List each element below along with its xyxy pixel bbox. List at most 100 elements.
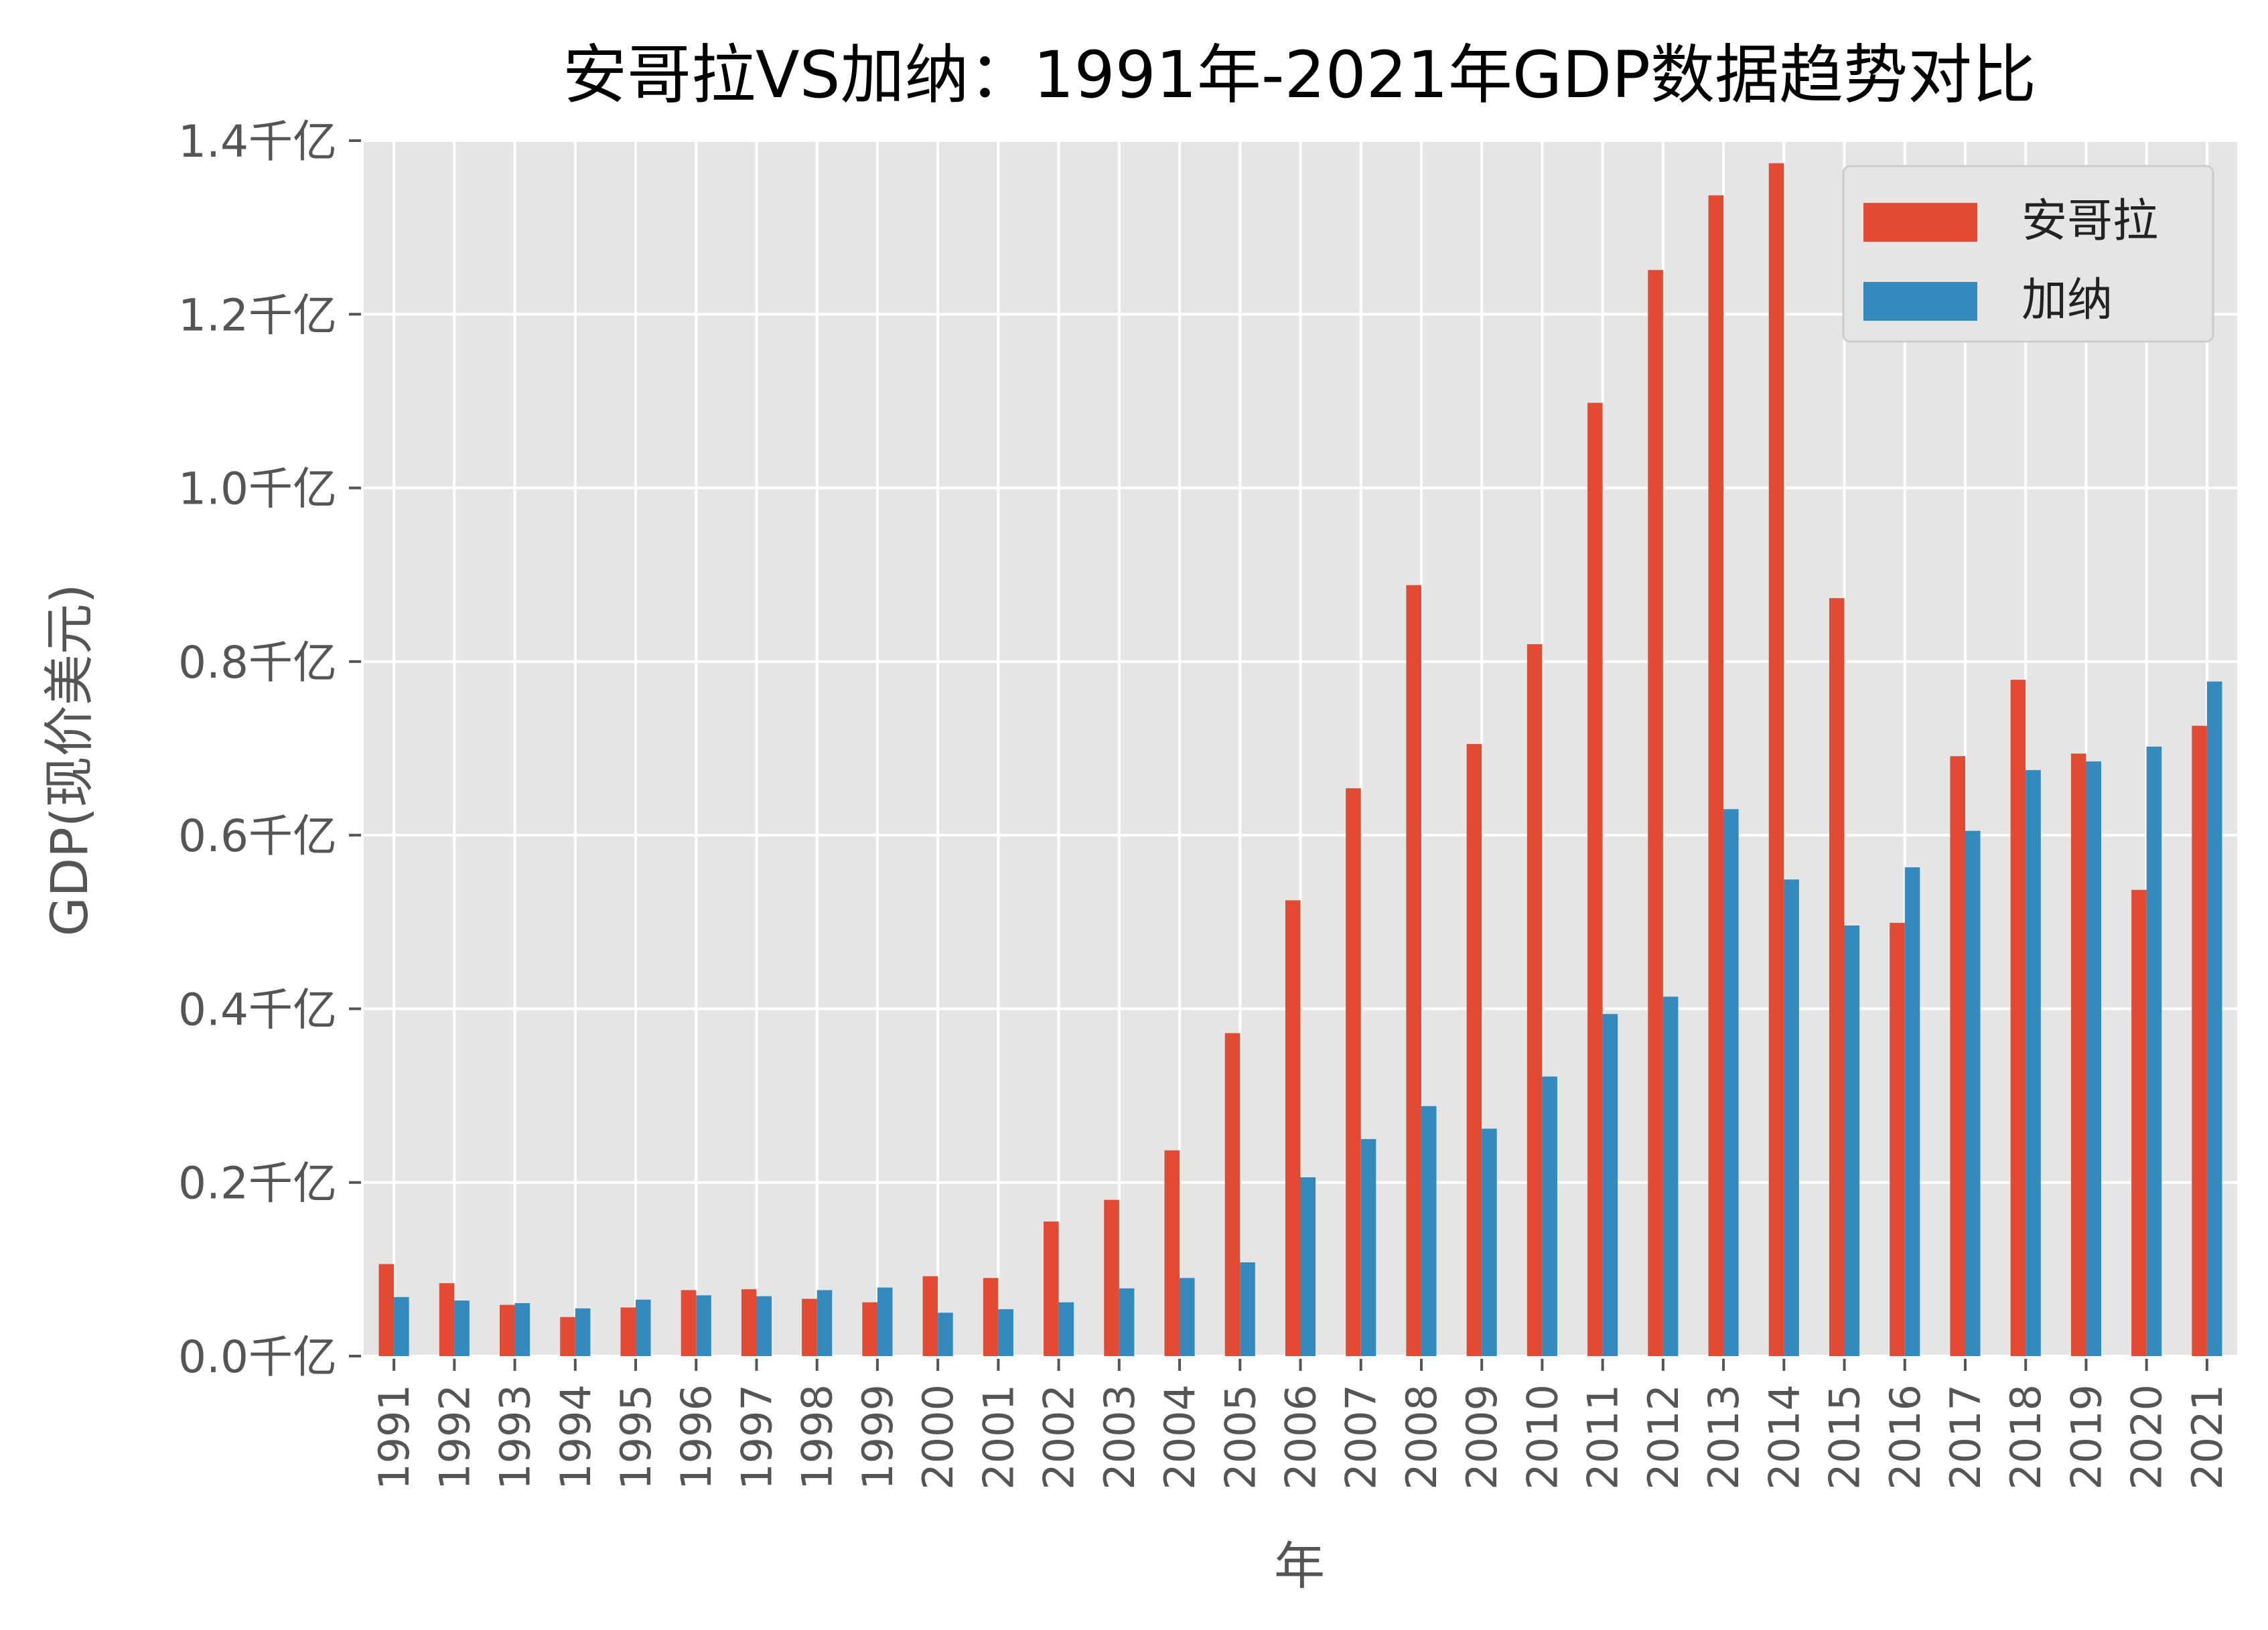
x-tick-label: 1996 bbox=[672, 1384, 721, 1490]
bar bbox=[756, 1296, 772, 1356]
x-tick-label: 2015 bbox=[1821, 1384, 1869, 1490]
x-tick-label: 1991 bbox=[370, 1384, 419, 1490]
bar bbox=[998, 1309, 1013, 1356]
y-tick-label: 0.6千亿 bbox=[178, 810, 337, 862]
bar bbox=[1950, 756, 1965, 1356]
bar bbox=[1662, 996, 1679, 1356]
x-tick-label: 2018 bbox=[2001, 1384, 2050, 1490]
bar bbox=[1542, 1076, 1557, 1356]
y-tick-label: 0.4千亿 bbox=[178, 984, 337, 1035]
x-tick-label: 2014 bbox=[1760, 1384, 1809, 1490]
bar bbox=[696, 1295, 711, 1356]
bar bbox=[1285, 900, 1301, 1356]
bar bbox=[1406, 585, 1421, 1356]
x-tick-label: 2011 bbox=[1579, 1384, 1628, 1490]
bar bbox=[1723, 809, 1739, 1356]
bar bbox=[1421, 1106, 1437, 1356]
y-tick-label: 0.0千亿 bbox=[178, 1331, 337, 1383]
x-tick-label: 1995 bbox=[612, 1384, 660, 1490]
bar bbox=[2206, 681, 2222, 1356]
bar bbox=[2070, 753, 2086, 1356]
bar bbox=[575, 1308, 591, 1356]
x-tick-label: 2010 bbox=[1518, 1384, 1567, 1490]
x-tick-label: 2001 bbox=[974, 1384, 1023, 1490]
x-tick-label: 1999 bbox=[853, 1384, 902, 1490]
bar bbox=[817, 1290, 833, 1356]
bar bbox=[1224, 1033, 1241, 1356]
bar bbox=[681, 1290, 697, 1356]
x-tick-label: 2016 bbox=[1881, 1384, 1930, 1490]
x-tick-label: 2021 bbox=[2183, 1384, 2232, 1490]
legend-swatch bbox=[1863, 203, 1977, 242]
x-tick-label: 2003 bbox=[1095, 1384, 1144, 1490]
legend-label: 安哥拉 bbox=[2022, 195, 2158, 248]
bar bbox=[2010, 680, 2026, 1356]
bar bbox=[1602, 1014, 1618, 1356]
bar bbox=[1119, 1288, 1135, 1356]
x-tick-label: 2004 bbox=[1155, 1384, 1204, 1490]
bar bbox=[983, 1278, 999, 1356]
bar bbox=[1708, 195, 1724, 1356]
bars bbox=[378, 163, 2222, 1357]
bar bbox=[922, 1276, 938, 1356]
x-tick-label: 1993 bbox=[491, 1384, 540, 1490]
x-tick-label: 2017 bbox=[1941, 1384, 1990, 1490]
x-tick-label: 1998 bbox=[793, 1384, 842, 1490]
bar bbox=[938, 1313, 953, 1356]
bar bbox=[1482, 1128, 1497, 1356]
bar bbox=[1768, 163, 1784, 1356]
bar bbox=[620, 1307, 636, 1356]
bar bbox=[1044, 1221, 1059, 1356]
series-ghana bbox=[394, 681, 2222, 1356]
bar bbox=[2086, 761, 2101, 1356]
series-angola bbox=[378, 163, 2207, 1357]
bar bbox=[1904, 867, 1920, 1356]
x-tick-label: 2006 bbox=[1277, 1384, 1326, 1490]
bar bbox=[1844, 925, 1860, 1356]
bar bbox=[1360, 1138, 1376, 1356]
bar bbox=[1240, 1262, 1255, 1356]
bar bbox=[1784, 879, 1799, 1356]
y-tick-label: 0.8千亿 bbox=[178, 637, 337, 688]
bar bbox=[741, 1289, 757, 1356]
bar bbox=[862, 1302, 877, 1356]
bar bbox=[1300, 1177, 1316, 1356]
y-tick-label: 0.2千亿 bbox=[178, 1158, 337, 1209]
bar bbox=[2131, 889, 2147, 1356]
bar bbox=[1587, 402, 1603, 1356]
chart-title: 安哥拉VS加纳：1991年-2021年GDP数据趋势对比 bbox=[563, 38, 2036, 113]
bar bbox=[1104, 1199, 1119, 1356]
x-tick-label: 2009 bbox=[1458, 1384, 1506, 1490]
y-tick-label: 1.0千亿 bbox=[178, 463, 337, 515]
bar bbox=[1965, 830, 1981, 1356]
bar bbox=[636, 1299, 651, 1356]
bar bbox=[802, 1299, 817, 1356]
x-axis-label: 年 bbox=[1274, 1536, 1325, 1596]
bar bbox=[1180, 1278, 1195, 1356]
bar bbox=[1346, 788, 1361, 1356]
bar bbox=[378, 1264, 395, 1356]
bar bbox=[1890, 923, 1905, 1356]
x-tick-label: 1997 bbox=[732, 1384, 781, 1490]
bar bbox=[1527, 644, 1543, 1356]
bar bbox=[1058, 1302, 1074, 1356]
x-tick-label: 2000 bbox=[914, 1384, 963, 1490]
x-tick-label: 2013 bbox=[1699, 1384, 1748, 1490]
bar bbox=[439, 1283, 455, 1356]
bar bbox=[877, 1287, 893, 1356]
bar bbox=[2146, 746, 2162, 1356]
y-tick-label: 1.4千亿 bbox=[178, 116, 337, 167]
bar bbox=[1829, 598, 1845, 1357]
x-tick-label: 1994 bbox=[551, 1384, 600, 1490]
x-tick-label: 2008 bbox=[1397, 1384, 1446, 1490]
legend-label: 加纳 bbox=[2022, 274, 2113, 327]
x-tick-label: 2019 bbox=[2062, 1384, 2111, 1490]
bar bbox=[500, 1305, 515, 1356]
bar bbox=[1648, 270, 1663, 1356]
bar bbox=[454, 1301, 470, 1356]
axes: 0.0千亿 0.2千亿 0.4千亿 0.6千亿 0.8千亿 1.0千亿 1.2千亿 1.4千亿… bbox=[178, 116, 2232, 1490]
bar bbox=[394, 1296, 409, 1356]
